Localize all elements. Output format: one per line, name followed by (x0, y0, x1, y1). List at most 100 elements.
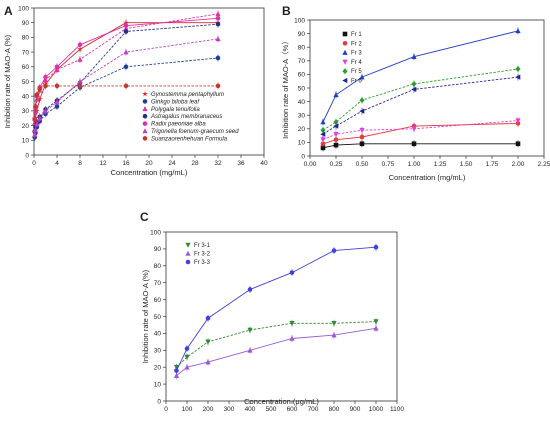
data-point (77, 56, 83, 62)
x-tick-label: 600 (287, 406, 298, 413)
x-tick-label: 40 (260, 160, 268, 167)
x-tick-label: 500 (266, 406, 277, 413)
data-point (34, 121, 40, 127)
x-tick-label: 100 (182, 406, 193, 413)
legend-marker (142, 90, 148, 97)
data-point (205, 315, 211, 321)
series-line (322, 122, 519, 145)
legend-entry: Suanzaorenhehuan Formula (142, 136, 228, 142)
legend-marker (142, 136, 148, 141)
data-point (247, 327, 253, 333)
data-point (123, 83, 129, 89)
legend-entry: Gynostemma pentaphyllum (142, 90, 224, 98)
x-tick-label: 0.50 (356, 161, 369, 168)
series-line (176, 327, 377, 376)
legend-marker (342, 68, 348, 75)
data-point (333, 142, 339, 148)
y-tick-label: 100 (18, 5, 29, 12)
legend-label: Fr 3-1 (194, 243, 211, 249)
legend-marker (342, 31, 348, 37)
data-point (359, 108, 365, 114)
x-axis-label: Concentration (mg/mL) (389, 173, 466, 182)
data-point (289, 270, 295, 275)
legend-entry: Trigonella foenum-graecum seed (142, 128, 239, 135)
legend-entry: Fr 1 (342, 31, 362, 38)
legend-marker (342, 41, 348, 46)
legend-marker (342, 49, 348, 55)
legend-label: Fr 3-3 (194, 260, 211, 266)
y-tick-label: 10 (298, 140, 306, 147)
data-point (33, 107, 40, 114)
y-tick-label: 20 (22, 123, 30, 130)
series-3 (174, 243, 379, 375)
data-point (411, 86, 417, 92)
data-point (215, 83, 221, 89)
data-point (184, 346, 190, 351)
x-tick-label: 700 (308, 406, 319, 413)
legend-entry: Fr 2 (342, 41, 362, 47)
data-point (43, 83, 48, 89)
x-tick-label: 2.00 (512, 161, 525, 168)
data-point (359, 134, 365, 140)
chart-panel-b: 0.00 0.25 0.50 0.75 1.00 1.25 1.50 1.75 2.00 2.25… (281, 17, 550, 182)
legend-label: Fr 5 (351, 69, 362, 75)
legend-label: Polygala tenuifolia (151, 107, 200, 113)
panel-letter-c: C (140, 210, 149, 224)
x-tick-label: 0.00 (304, 161, 317, 168)
data-point (320, 145, 326, 151)
data-point (333, 119, 339, 125)
data-point (32, 127, 39, 133)
data-point (515, 74, 521, 80)
legend-entry: Fr 5 (342, 68, 362, 75)
data-point (333, 137, 339, 142)
x-tick-label: 300 (224, 406, 235, 413)
panel-letter-a: A (4, 4, 13, 18)
chart-panel-c: 0 100 200 300 400 500 600 700 800 900 1000 1100 0 10 2… (141, 229, 404, 413)
data-point (54, 104, 60, 109)
legend-marker (342, 77, 348, 84)
x-tick-label: 1100 (390, 406, 404, 413)
y-tick-label: 0 (301, 153, 305, 160)
data-point (320, 137, 326, 143)
legend-marker (142, 106, 148, 112)
data-point (359, 127, 365, 133)
series-4 (320, 117, 521, 144)
legend-marker (185, 242, 191, 248)
x-tick-label: 24 (168, 160, 176, 167)
y-tick-label: 30 (298, 113, 306, 120)
data-point (42, 108, 49, 114)
data-point (77, 83, 83, 89)
legend-entry: Fr 3-1 (185, 242, 211, 249)
data-point (359, 74, 365, 80)
y-tick-label: 80 (22, 35, 30, 42)
data-point (215, 36, 221, 42)
data-point (331, 332, 337, 338)
data-point (289, 320, 295, 327)
x-tick-label: 800 (329, 406, 340, 413)
data-point (32, 117, 38, 123)
x-tick-label: 4 (55, 160, 59, 167)
data-point (77, 78, 83, 84)
chart-panel-a: 0 4 8 12 16 20 24 28 32 36 40 0 10 20 30 40 50 60 70 80 90 10… (3, 5, 268, 177)
data-point (123, 49, 129, 55)
y-tick-label: 100 (294, 17, 305, 24)
legend-label: Astragalus membranaceus (150, 114, 222, 120)
data-point (54, 83, 60, 89)
legend-label: Fr 3 (351, 51, 362, 57)
legend-label: Ginkgo biloba leaf (151, 99, 200, 105)
series-6 (32, 35, 221, 138)
y-tick-label: 70 (298, 58, 306, 65)
y-tick-label: 80 (298, 45, 306, 52)
y-tick-label: 30 (154, 348, 162, 355)
legend-entry: Fr 3-2 (185, 250, 211, 258)
legend-label: Fr 2 (351, 41, 362, 47)
data-point (333, 92, 339, 98)
y-tick-label: 40 (154, 331, 162, 338)
legend-label: Gynostemma pentaphyllum (151, 92, 224, 98)
series-line (322, 143, 518, 149)
series-2 (320, 119, 521, 148)
data-point (411, 81, 417, 87)
legend-marker (185, 259, 191, 265)
data-point (184, 364, 190, 370)
